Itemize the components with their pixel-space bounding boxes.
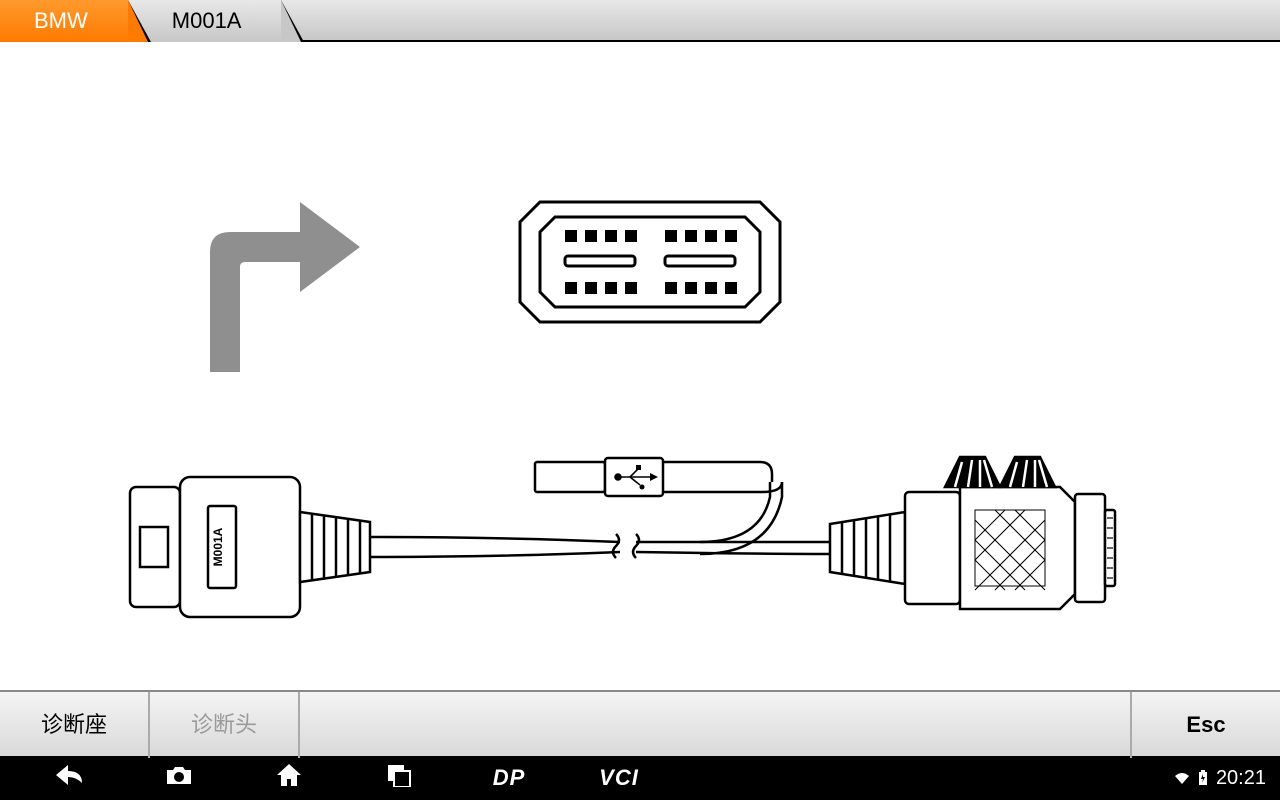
status-area: 20:21	[1174, 767, 1266, 790]
connector-diagram: M001A	[0, 42, 1280, 690]
system-navbar: DP VCI 20:21	[0, 756, 1280, 800]
breadcrumb-active[interactable]: BMW	[0, 0, 128, 42]
breadcrumb-second[interactable]: M001A	[128, 0, 282, 42]
diagram-area: M001A	[0, 42, 1280, 690]
clock-text: 20:21	[1216, 767, 1266, 790]
arrow-icon	[210, 202, 360, 372]
diag-seat-button[interactable]: 诊断座	[0, 692, 150, 758]
wifi-icon	[1174, 771, 1190, 785]
recent-apps-icon[interactable]	[344, 763, 454, 793]
esc-button[interactable]: Esc	[1130, 692, 1280, 758]
breadcrumb-bar: BMW M001A	[0, 0, 1280, 42]
obd-connector-icon	[520, 202, 780, 322]
dp-button[interactable]: DP	[454, 765, 564, 791]
cable-assembly-icon: M001A	[130, 457, 1115, 617]
battery-charging-icon	[1198, 770, 1208, 786]
action-bar: 诊断座 诊断头 Esc	[0, 690, 1280, 756]
camera-icon[interactable]	[124, 763, 234, 793]
home-icon[interactable]	[234, 762, 344, 794]
cable-connector-label: M001A	[211, 527, 225, 566]
diag-head-button[interactable]: 诊断头	[150, 692, 300, 758]
vci-button[interactable]: VCI	[564, 765, 674, 791]
back-icon[interactable]	[14, 763, 124, 793]
